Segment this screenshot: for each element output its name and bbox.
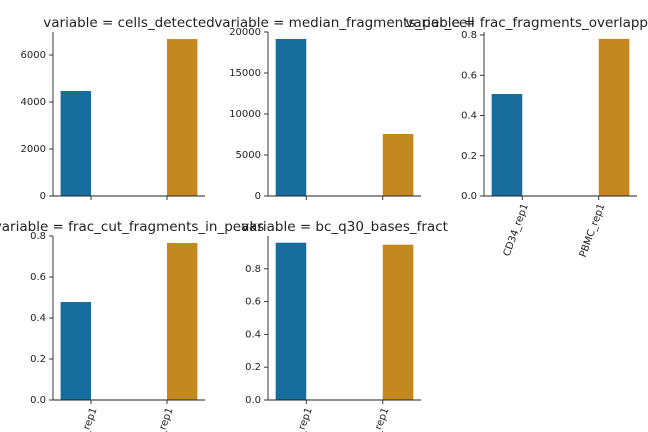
y-tick-label: 15000 bbox=[229, 68, 261, 79]
y-tick-label: 0.6 bbox=[30, 272, 46, 283]
x-tick-label: PBMC_rep1 bbox=[146, 406, 176, 432]
y-tick-label: 0.8 bbox=[245, 264, 261, 275]
bar bbox=[60, 90, 91, 196]
bar bbox=[275, 38, 307, 196]
x-tick-label: CD34_rep1 bbox=[502, 202, 531, 258]
y-tick-label: 0 bbox=[255, 191, 261, 202]
y-tick-label: 10000 bbox=[229, 109, 261, 120]
y-tick-label: 0.0 bbox=[461, 191, 477, 202]
y-tick-label: 0.6 bbox=[461, 70, 477, 81]
bar bbox=[60, 302, 91, 400]
y-tick-label: 0.0 bbox=[30, 395, 46, 406]
panel-title: variable = cells_detected bbox=[43, 15, 214, 31]
y-tick-label: 0.0 bbox=[245, 395, 261, 406]
bar bbox=[167, 242, 198, 400]
x-tick-label: CD34_rep1 bbox=[70, 406, 99, 432]
panel-title: variable = frac_cut_fragments_in_peaks bbox=[0, 219, 264, 235]
bar bbox=[382, 134, 414, 196]
y-tick-label: 0.4 bbox=[245, 329, 261, 340]
bar bbox=[598, 38, 630, 196]
y-tick-label: 0.8 bbox=[30, 231, 46, 242]
y-tick-label: 5000 bbox=[236, 150, 261, 161]
y-tick-label: 0.2 bbox=[30, 354, 46, 365]
panel-title: variable = median_fragments_per_cell bbox=[214, 15, 474, 31]
x-tick-label: PBMC_rep1 bbox=[578, 202, 608, 259]
y-tick-label: 0.4 bbox=[30, 313, 46, 324]
y-tick-label: 0.4 bbox=[461, 111, 477, 122]
panel-title: variable = bc_q30_bases_fract bbox=[241, 219, 448, 235]
bar bbox=[491, 93, 523, 196]
panel-title: variable = frac_fragments_overlapping_pe… bbox=[405, 15, 648, 31]
y-tick-label: 0.8 bbox=[461, 30, 477, 41]
bar bbox=[275, 242, 307, 400]
x-tick-label: PBMC_rep1 bbox=[362, 406, 392, 432]
y-tick-label: 0.2 bbox=[461, 151, 477, 162]
y-tick-label: 0.6 bbox=[245, 297, 261, 308]
bar bbox=[382, 244, 414, 400]
x-tick-label: CD34_rep1 bbox=[286, 406, 315, 432]
y-tick-label: 20000 bbox=[229, 27, 261, 38]
y-tick-label: 2000 bbox=[21, 144, 46, 155]
y-tick-label: 0.2 bbox=[245, 362, 261, 373]
bar bbox=[167, 39, 198, 197]
y-tick-label: 6000 bbox=[21, 50, 46, 61]
y-tick-label: 0 bbox=[40, 191, 46, 202]
y-tick-label: 4000 bbox=[21, 97, 46, 108]
